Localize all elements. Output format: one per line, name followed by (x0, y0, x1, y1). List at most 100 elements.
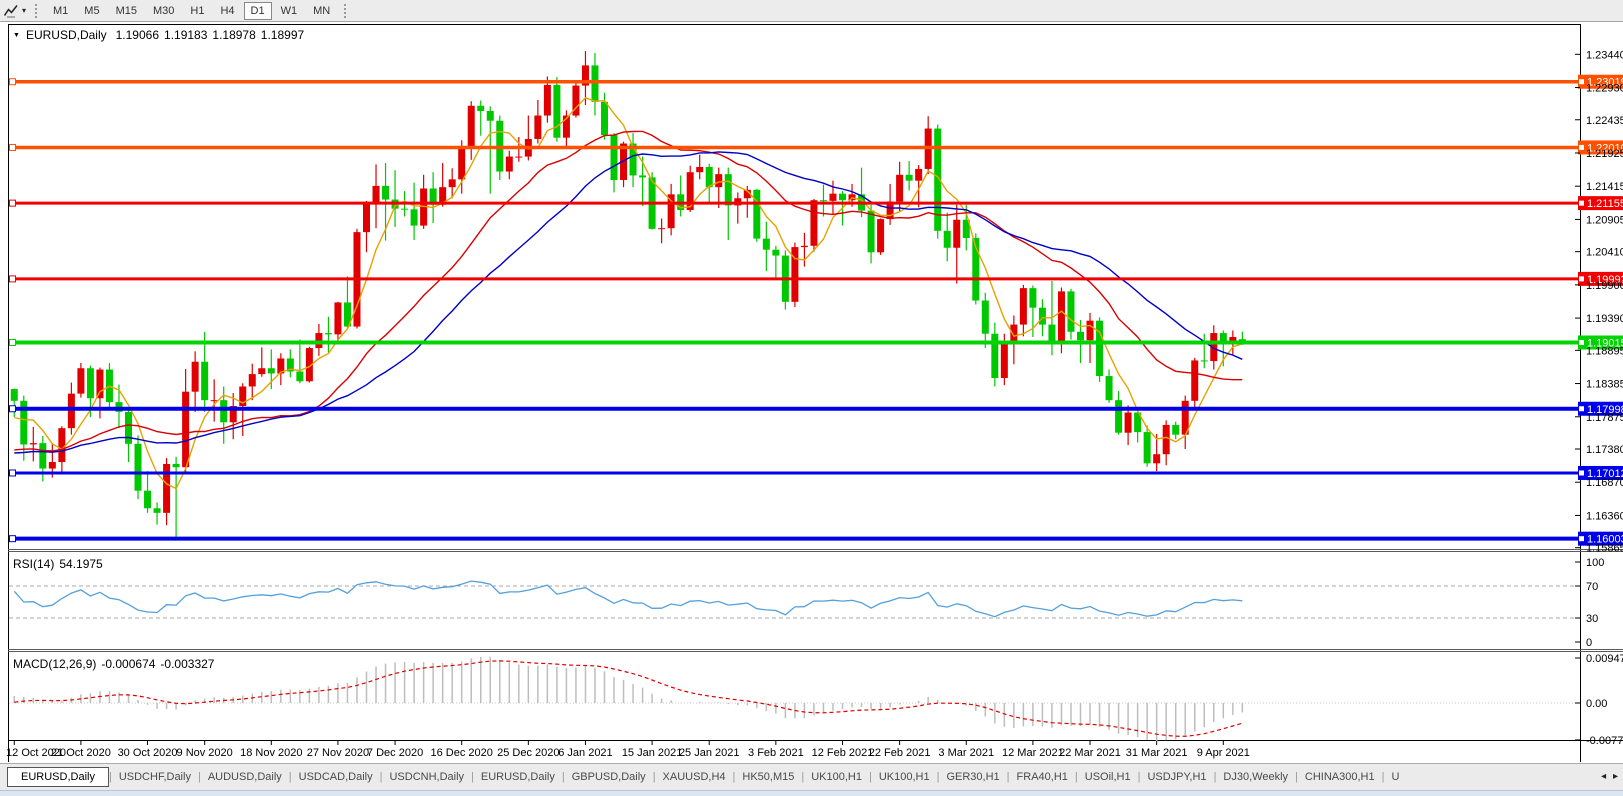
timeframe-button-h4[interactable]: H4 (213, 2, 241, 20)
chart-tab-xauusd-h4[interactable]: XAUUSD,H4 (662, 771, 726, 783)
chart-tab-usoil-h1[interactable]: USOil,H1 (1084, 771, 1131, 783)
svg-text:18 Nov 2020: 18 Nov 2020 (240, 747, 302, 759)
svg-text:22 Feb 2021: 22 Feb 2021 (869, 747, 931, 759)
ma-line-30 (14, 151, 1243, 454)
tab-separator: | (1006, 771, 1010, 783)
svg-text:1.22010: 1.22010 (1587, 142, 1623, 154)
timeframe-button-mn[interactable]: MN (306, 2, 337, 20)
chart-tab-audusd-daily[interactable]: AUDUSD,Daily (207, 771, 282, 783)
cursor-tool-button[interactable]: ▾ (0, 3, 29, 19)
chart-tab-fra40-h1[interactable]: FRA40,H1 (1016, 771, 1068, 783)
svg-text:1.16360: 1.16360 (1586, 510, 1623, 522)
svg-text:0.009478: 0.009478 (1586, 653, 1623, 665)
macd-name: MACD(12,26,9) (13, 657, 97, 671)
svg-text:21 Oct 2020: 21 Oct 2020 (51, 747, 111, 759)
svg-text:1.16870: 1.16870 (1586, 477, 1623, 489)
svg-text:3 Feb 2021: 3 Feb 2021 (748, 747, 804, 759)
timeframe-button-group: M1 M5 M15 M30 H1 H4 D1 W1 MN (45, 1, 338, 20)
svg-text:1.22930: 1.22930 (1586, 83, 1623, 95)
hline-handle[interactable] (9, 535, 16, 543)
hline-handle[interactable] (9, 405, 16, 413)
tab-scroll-arrows: ◂ ▸ (1593, 771, 1620, 782)
svg-text:1.17012: 1.17012 (1587, 468, 1623, 480)
rsi-indicator-label: RSI(14) 54.1975 (13, 557, 103, 571)
svg-text:30: 30 (1586, 613, 1598, 625)
timeframe-button-m5[interactable]: M5 (77, 2, 106, 20)
hline-handle[interactable] (9, 275, 16, 283)
rsi-line (13, 580, 1243, 618)
chart-tab-uk100-h1[interactable]: UK100,H1 (878, 771, 930, 783)
svg-text:1.20410: 1.20410 (1586, 247, 1623, 259)
timeframe-button-d1[interactable]: D1 (243, 1, 272, 20)
tab-scroll-right-icon[interactable]: ▸ (1612, 771, 1618, 782)
price-badge (1578, 271, 1623, 286)
ohlc-close: 1.18997 (260, 28, 305, 42)
svg-text:1.17875: 1.17875 (1586, 412, 1623, 424)
chart-tab-usdcnh-daily[interactable]: USDCNH,Daily (389, 771, 465, 783)
chart-tab-eurusd-daily[interactable]: EURUSD,Daily (7, 767, 109, 787)
timeframe-button-w1[interactable]: W1 (274, 2, 305, 20)
price-badge (1578, 531, 1623, 546)
svg-text:27 Nov 2020: 27 Nov 2020 (307, 747, 369, 759)
chart-tab-eurusd-daily[interactable]: EURUSD,Daily (480, 771, 555, 783)
chart-title: ▼ EURUSD,Daily 1.19066 1.19183 1.18978 1.1899… (13, 28, 309, 42)
svg-text:12 Mar 2021: 12 Mar 2021 (1002, 747, 1064, 759)
chart-tab-usdcad-daily[interactable]: USDCAD,Daily (298, 771, 373, 783)
rsi-panel: 100 70 30 0 (9, 557, 1604, 649)
chart-tab-uk100-h1[interactable]: UK100,H1 (811, 771, 862, 783)
svg-text:1.21925: 1.21925 (1586, 148, 1623, 160)
hline-handle[interactable] (9, 78, 16, 86)
tab-separator: | (379, 771, 383, 783)
tab-separator: | (1213, 771, 1217, 783)
svg-text:22 Mar 2021: 22 Mar 2021 (1059, 747, 1121, 759)
svg-text:1.17998: 1.17998 (1587, 404, 1623, 416)
chart-menu-icon[interactable]: ▼ (13, 32, 20, 39)
ohlc-high: 1.19183 (164, 28, 208, 42)
timeframe-button-h1[interactable]: H1 (183, 2, 211, 20)
svg-text:1.19015: 1.19015 (1587, 338, 1623, 350)
chart-tab-china300-h1[interactable]: CHINA300,H1 (1304, 771, 1375, 783)
chart-tab-bar: EURUSD,Daily | USDCHF,Daily | AUDUSD,Daily | U… (0, 763, 1623, 790)
svg-text:9 Nov 2020: 9 Nov 2020 (177, 747, 233, 759)
macd-main-value: -0.000674 (101, 657, 156, 671)
chart-tab-dj30-weekly[interactable]: DJ30,Weekly (1223, 771, 1289, 783)
timeframe-button-m15[interactable]: M15 (109, 2, 144, 20)
svg-text:25 Jan 2021: 25 Jan 2021 (679, 747, 740, 759)
svg-text:1.19992: 1.19992 (1587, 274, 1623, 286)
chart-tab-ger30-h1[interactable]: GER30,H1 (946, 771, 1000, 783)
hline-handle[interactable] (9, 339, 16, 347)
hline-handle[interactable] (9, 469, 16, 477)
line-study-icon (3, 4, 18, 17)
chart-symbol-label: EURUSD,Daily (25, 28, 107, 42)
svg-text:7 Dec 2020: 7 Dec 2020 (367, 747, 423, 759)
rsi-name: RSI(14) (13, 557, 55, 571)
price-scale[interactable]: 1.23440 1.22930 1.22435 1.21925 1.21415 1.209… (1575, 49, 1623, 555)
rsi-value: 54.1975 (59, 557, 103, 571)
svg-text:1.19390: 1.19390 (1586, 313, 1623, 325)
toolbar-grip (35, 3, 39, 18)
chart-tab-hk50-m15[interactable]: HK50,M15 (742, 771, 795, 783)
hline-handle[interactable] (9, 143, 16, 151)
tab-separator: | (1074, 771, 1078, 783)
macd-panel: 0.009478 0.00 -0.007778 (9, 653, 1623, 747)
chart-tab-usdjpy-h1[interactable]: USDJPY,H1 (1147, 771, 1207, 783)
svg-text:1.15865: 1.15865 (1586, 543, 1623, 555)
chart-tab-usdchf-daily[interactable]: USDCHF,Daily (118, 771, 191, 783)
ma-line-20 (14, 130, 1243, 452)
svg-text:16 Dec 2020: 16 Dec 2020 (431, 747, 493, 759)
price-badge (1578, 335, 1623, 350)
timeframe-button-m30[interactable]: M30 (146, 2, 181, 20)
tab-overflow-partial[interactable]: U (1391, 771, 1400, 783)
tab-separator: | (1295, 771, 1298, 783)
tool-dropdown-caret-icon[interactable]: ▾ (22, 6, 27, 15)
svg-text:12 Feb 2021: 12 Feb 2021 (812, 747, 874, 759)
timeframe-button-m1[interactable]: M1 (46, 2, 75, 20)
tab-separator: | (108, 771, 112, 783)
hline-handle[interactable] (9, 199, 16, 207)
svg-text:1.20905: 1.20905 (1586, 214, 1623, 226)
tab-scroll-left-icon[interactable]: ◂ (1601, 771, 1607, 782)
chart-tab-gbpusd-daily[interactable]: GBPUSD,Daily (571, 771, 646, 783)
svg-text:1.22435: 1.22435 (1586, 115, 1623, 127)
